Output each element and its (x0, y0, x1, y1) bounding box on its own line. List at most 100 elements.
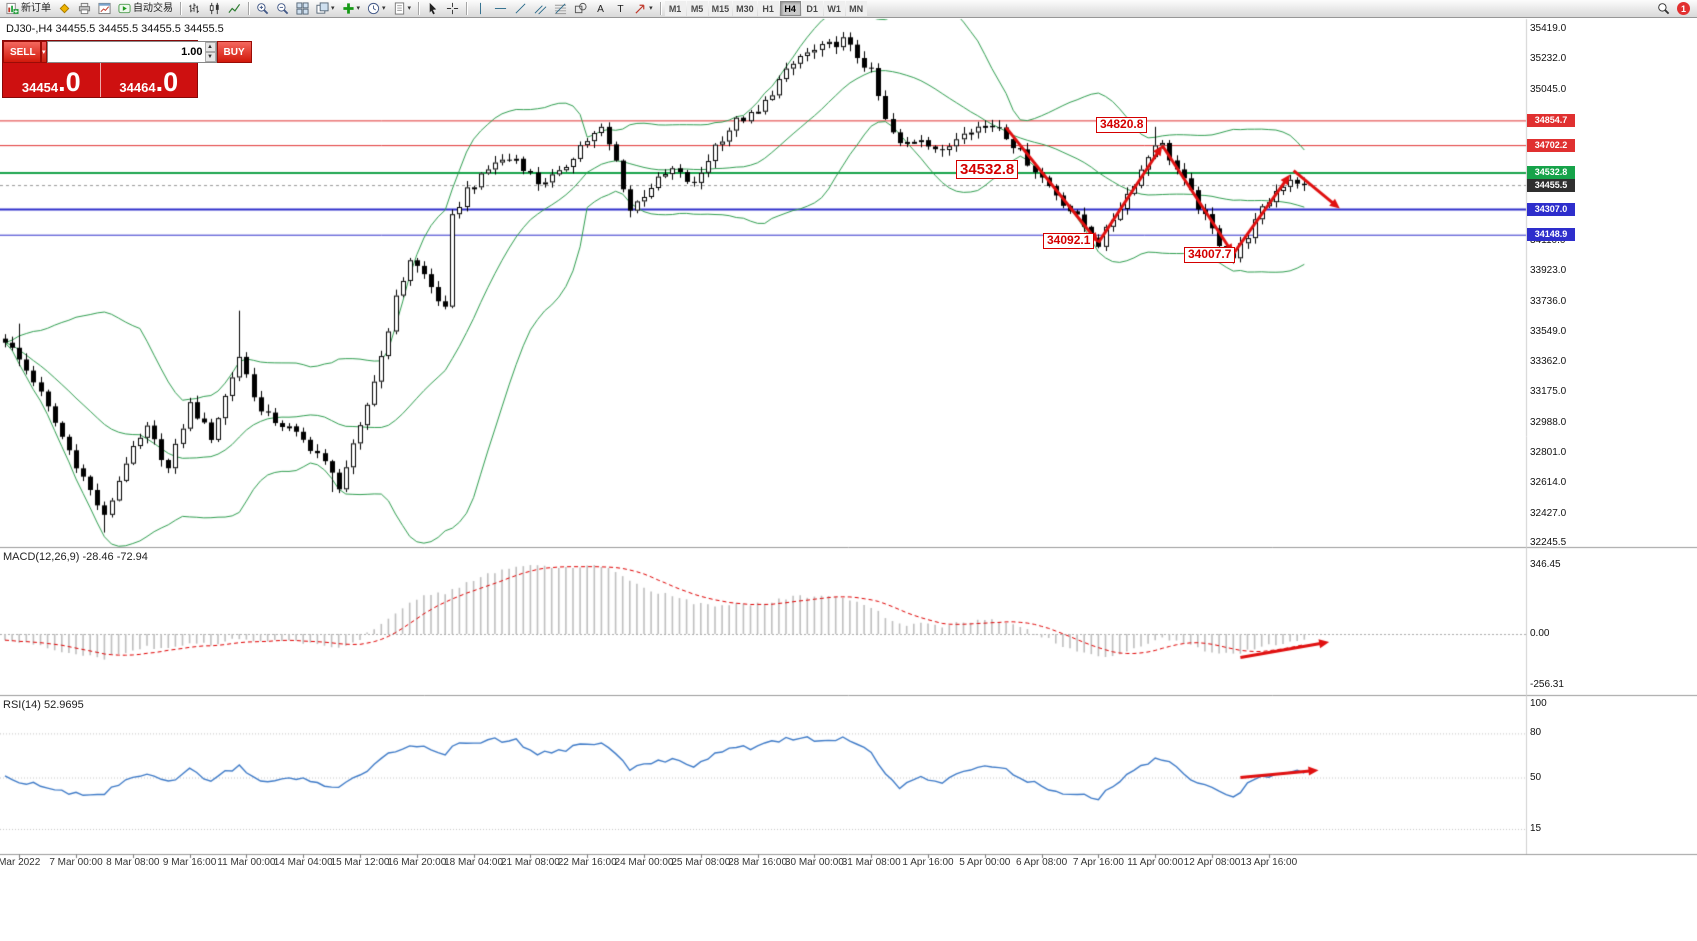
cursor-icon (426, 2, 439, 15)
timeframe-m15-button[interactable]: M15 (708, 1, 733, 16)
chevron-down-icon: ▾ (407, 4, 412, 12)
time-axis-label: 31 Mar 08:00 (841, 857, 901, 868)
price-axis-tag: 34455.5 (1527, 178, 1575, 192)
indicators-button[interactable]: ▾ (339, 1, 364, 17)
sell-price[interactable]: 34454 .0 (3, 63, 100, 97)
price-axis-tick: 32801.0 (1530, 447, 1567, 459)
time-axis-label: 5 Apr 00:00 (959, 857, 1011, 868)
timeframe-d1-button[interactable]: D1 (801, 1, 823, 16)
toolbar: 新订单 自动交易 ▾ ▾ ▾ ▾ A T ▾ M1 M5 M15 M30 H1 H4 D1 W1 MN 1 (0, 0, 1697, 18)
timeframe-m30-button[interactable]: M30 (733, 1, 757, 16)
tile-windows-button[interactable] (293, 1, 312, 17)
time-axis-label: 14 Mar 04:00 (273, 857, 333, 868)
new-chart-button[interactable]: ▾ (313, 1, 338, 17)
macd-axis-tick: 0.00 (1530, 628, 1550, 639)
crosshair-button[interactable] (443, 1, 462, 17)
shapes-icon (574, 2, 587, 15)
price-annotation[interactable]: 34532.8 (956, 160, 1019, 180)
order-type-dropdown[interactable]: ▾ (41, 41, 47, 63)
timeframe-h1-button[interactable]: H1 (757, 1, 779, 16)
time-axis-label: 7 Mar 00:00 (49, 857, 103, 868)
candlestick-chart-button[interactable] (205, 1, 224, 17)
search-button[interactable] (1654, 1, 1673, 17)
one-click-trading-panel: SELL ▾ ▲ ▼ BUY 34454 .0 34464 .0 (2, 40, 252, 98)
buy-button[interactable]: BUY (216, 41, 252, 63)
label-icon: T (614, 2, 627, 15)
price-axis-tick: 32245.5 (1530, 537, 1567, 548)
volume-decrease-button[interactable]: ▼ (204, 52, 216, 62)
price-axis-tag: 34702.2 (1527, 138, 1575, 152)
time-axis-label: 13 Apr 16:00 (1240, 857, 1298, 868)
indicators-icon (342, 2, 355, 15)
timeframe-m5-button[interactable]: M5 (686, 1, 708, 16)
timeframe-w1-button[interactable]: W1 (823, 1, 845, 16)
sell-button[interactable]: SELL (3, 41, 41, 63)
channel-icon (534, 2, 547, 15)
arrows-button[interactable]: ▾ (631, 1, 656, 17)
volume-input[interactable] (47, 42, 205, 62)
auto-trading-icon (118, 2, 131, 15)
new-order-button[interactable]: 新订单 (3, 1, 54, 17)
time-axis-label: 24 Mar 00:00 (614, 857, 674, 868)
toolbar-separator (418, 2, 420, 15)
vertical-line-button[interactable] (471, 1, 490, 17)
rsi-axis-tick: 100 (1530, 698, 1547, 709)
fibonacci-button[interactable] (551, 1, 570, 17)
trendline-button[interactable] (511, 1, 530, 17)
time-axis-label: 9 Mar 16:00 (162, 857, 217, 868)
diamond-icon (58, 2, 71, 15)
horizontal-line-button[interactable] (491, 1, 510, 17)
macd-label: MACD(12,26,9) -28.46 -72.94 (3, 551, 148, 563)
bar-chart-button[interactable] (185, 1, 204, 17)
price-annotation[interactable]: 34820.8 (1096, 117, 1148, 133)
zoom-out-button[interactable] (273, 1, 292, 17)
price-annotation[interactable]: 34092.1 (1043, 233, 1095, 249)
chart-profile-button[interactable] (95, 1, 114, 17)
channel-button[interactable] (531, 1, 550, 17)
zoom-in-button[interactable] (253, 1, 272, 17)
time-axis-label: Mar 2022 (0, 857, 41, 868)
timeframe-m1-button[interactable]: M1 (664, 1, 686, 16)
time-axis-label: 7 Apr 16:00 (1072, 857, 1124, 868)
price-divider (99, 63, 101, 97)
rsi-axis-tick: 50 (1530, 771, 1542, 783)
volume-increase-button[interactable]: ▲ (204, 42, 216, 52)
buy-price[interactable]: 34464 .0 (101, 63, 198, 97)
templates-button[interactable]: ▾ (390, 1, 415, 17)
cursor-button[interactable] (423, 1, 442, 17)
price-annotation[interactable]: 34007.7 (1184, 247, 1236, 263)
time-axis-label: 6 Apr 08:00 (1016, 857, 1068, 868)
line-chart-icon (228, 2, 241, 15)
text-icon: A (594, 2, 607, 15)
timeframe-h4-button[interactable]: H4 (779, 1, 801, 16)
hline-icon (494, 2, 507, 15)
fibo-icon (554, 2, 567, 15)
timeframe-mn-button[interactable]: MN (845, 1, 867, 16)
time-axis-label: 11 Mar 00:00 (217, 857, 276, 868)
print-button[interactable] (75, 1, 94, 17)
time-axis-label: 8 Mar 08:00 (106, 857, 160, 868)
price-axis-tick: 33549.0 (1530, 325, 1567, 337)
periods-button[interactable]: ▾ (364, 1, 389, 17)
notification-badge[interactable]: 1 (1677, 2, 1690, 15)
tile-icon (296, 2, 309, 15)
price-axis-tick: 33736.0 (1530, 295, 1567, 307)
macd-axis-tick: -256.31 (1530, 679, 1564, 691)
time-axis-label: 30 Mar 00:00 (784, 857, 844, 868)
shapes-button[interactable] (571, 1, 590, 17)
text-button[interactable]: A (591, 1, 610, 17)
toolbar-separator (180, 2, 181, 15)
toolbar-separator (466, 2, 468, 15)
sell-price-big: .0 (58, 67, 81, 97)
rsi-axis-tick: 80 (1530, 727, 1542, 739)
label-button[interactable]: T (611, 1, 630, 17)
sell-price-main: 34454 (21, 80, 59, 95)
mql-community-button[interactable] (55, 1, 74, 17)
printer-icon (78, 2, 91, 15)
price-axis-tick: 32988.0 (1530, 416, 1567, 428)
line-chart-button[interactable] (225, 1, 244, 17)
trade-panel-price-row: 34454 .0 34464 .0 (3, 63, 197, 97)
auto-trading-button[interactable]: 自动交易 (115, 1, 176, 17)
time-axis-label: 21 Mar 08:00 (500, 857, 560, 868)
